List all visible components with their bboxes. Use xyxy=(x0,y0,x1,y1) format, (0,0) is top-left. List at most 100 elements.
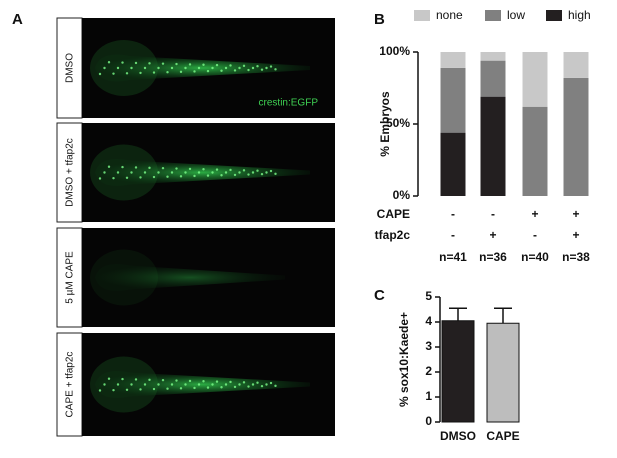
cell-dot xyxy=(148,378,151,382)
cell-dot xyxy=(206,69,210,73)
bar-segment xyxy=(440,52,466,68)
cell-dot xyxy=(130,66,133,70)
condition-label: DMSO + tfap2c xyxy=(65,138,76,207)
cell-dot xyxy=(256,381,259,384)
cell-dot xyxy=(193,70,196,73)
y-tick-label: 5 xyxy=(425,289,432,303)
cell-dot xyxy=(184,171,187,174)
cell-dot xyxy=(148,166,151,170)
cell-dot xyxy=(179,70,183,74)
bar-segment xyxy=(522,52,548,107)
x-tick-label: DMSO xyxy=(440,429,476,443)
cell-dot xyxy=(274,68,277,71)
cell-dot xyxy=(193,174,196,178)
cell-dot xyxy=(260,384,264,388)
cell-dot xyxy=(139,71,142,75)
legend-swatch xyxy=(546,10,562,21)
cell-dot xyxy=(229,168,232,172)
cell-dot xyxy=(166,387,169,390)
cell-dot xyxy=(233,385,237,389)
cell-dot xyxy=(211,171,214,174)
cell-dot xyxy=(175,379,178,382)
cell-dot xyxy=(211,66,214,70)
cell-dot xyxy=(206,386,210,389)
bar-segment xyxy=(480,52,506,61)
y-tick-label: 100% xyxy=(379,44,410,58)
cell-dot xyxy=(157,66,160,70)
y-axis-label: % Embryos xyxy=(378,91,392,157)
image-panel: DMSO DMSO + tfap2c 5 µM CAPE CAPE + tfap2c c… xyxy=(56,17,335,437)
panel-label: B xyxy=(374,11,385,28)
y-tick-label: 3 xyxy=(425,339,432,353)
cell-dot xyxy=(143,383,147,386)
cell-dot xyxy=(197,383,201,386)
cell-dot xyxy=(125,388,129,391)
cell-dot xyxy=(242,381,246,384)
cell-dot xyxy=(134,166,138,169)
bar-segment xyxy=(563,77,589,196)
legend-label: high xyxy=(568,8,591,22)
label-strip xyxy=(56,17,83,119)
cell-dot xyxy=(112,388,115,392)
x-tick-label: CAPE xyxy=(486,429,519,443)
cell-dot xyxy=(251,171,255,174)
cell-dot xyxy=(206,174,210,177)
cell-dot xyxy=(193,386,196,390)
bar-segment xyxy=(480,60,506,97)
condition-sign: - xyxy=(533,228,537,242)
cell-dot xyxy=(143,66,147,70)
cell-dot xyxy=(103,383,106,386)
cell-dot xyxy=(269,65,273,68)
annotation: crestin:EGFP xyxy=(259,98,319,109)
cell-dot xyxy=(215,380,219,383)
cell-dot xyxy=(179,387,183,390)
cell-dot xyxy=(215,63,219,67)
cell-dot xyxy=(98,177,102,180)
cell-dot xyxy=(242,64,246,68)
bar-segment xyxy=(440,67,466,133)
y-tick-label: 50% xyxy=(386,116,410,130)
cell-dot xyxy=(134,378,138,381)
condition-name: tfap2c xyxy=(375,228,411,242)
condition-name: CAPE xyxy=(377,207,410,221)
cell-dot xyxy=(152,387,156,391)
cell-dot xyxy=(157,171,160,174)
bar-segment xyxy=(440,132,466,196)
cell-dot xyxy=(265,171,268,174)
bar xyxy=(441,320,475,423)
cell-dot xyxy=(274,384,277,388)
cell-dot xyxy=(202,63,205,66)
cell-dot xyxy=(107,165,111,168)
cell-dot xyxy=(107,377,111,380)
condition-sign: + xyxy=(572,207,579,221)
condition-label: DMSO xyxy=(65,53,76,83)
cell-dot xyxy=(175,62,178,66)
cell-dot xyxy=(103,171,106,174)
cell-dot xyxy=(121,377,124,381)
cell-dot xyxy=(256,65,259,68)
cell-dot xyxy=(116,171,120,174)
panel-label: A xyxy=(12,11,23,28)
condition-sign: - xyxy=(451,207,455,221)
bar-segment xyxy=(480,96,506,196)
cell-dot xyxy=(260,172,264,176)
y-axis-label: % sox10:Kaede+ xyxy=(397,312,411,407)
cell-dot xyxy=(116,66,120,70)
cell-dot xyxy=(247,173,250,176)
cell-dot xyxy=(260,68,264,71)
cell-dot xyxy=(188,63,192,66)
cell-dot xyxy=(269,169,273,173)
cell-dot xyxy=(134,61,138,65)
cell-dot xyxy=(251,66,255,70)
cell-dot xyxy=(98,72,102,76)
cell-dot xyxy=(233,173,237,177)
y-tick-label: 1 xyxy=(425,389,432,403)
cell-dot xyxy=(265,66,268,70)
category-label: n=38 xyxy=(562,250,590,264)
cell-dot xyxy=(220,174,223,177)
cell-dot xyxy=(224,383,228,386)
legend-swatch xyxy=(485,10,501,21)
fish-body xyxy=(95,371,310,398)
cell-dot xyxy=(247,68,250,72)
